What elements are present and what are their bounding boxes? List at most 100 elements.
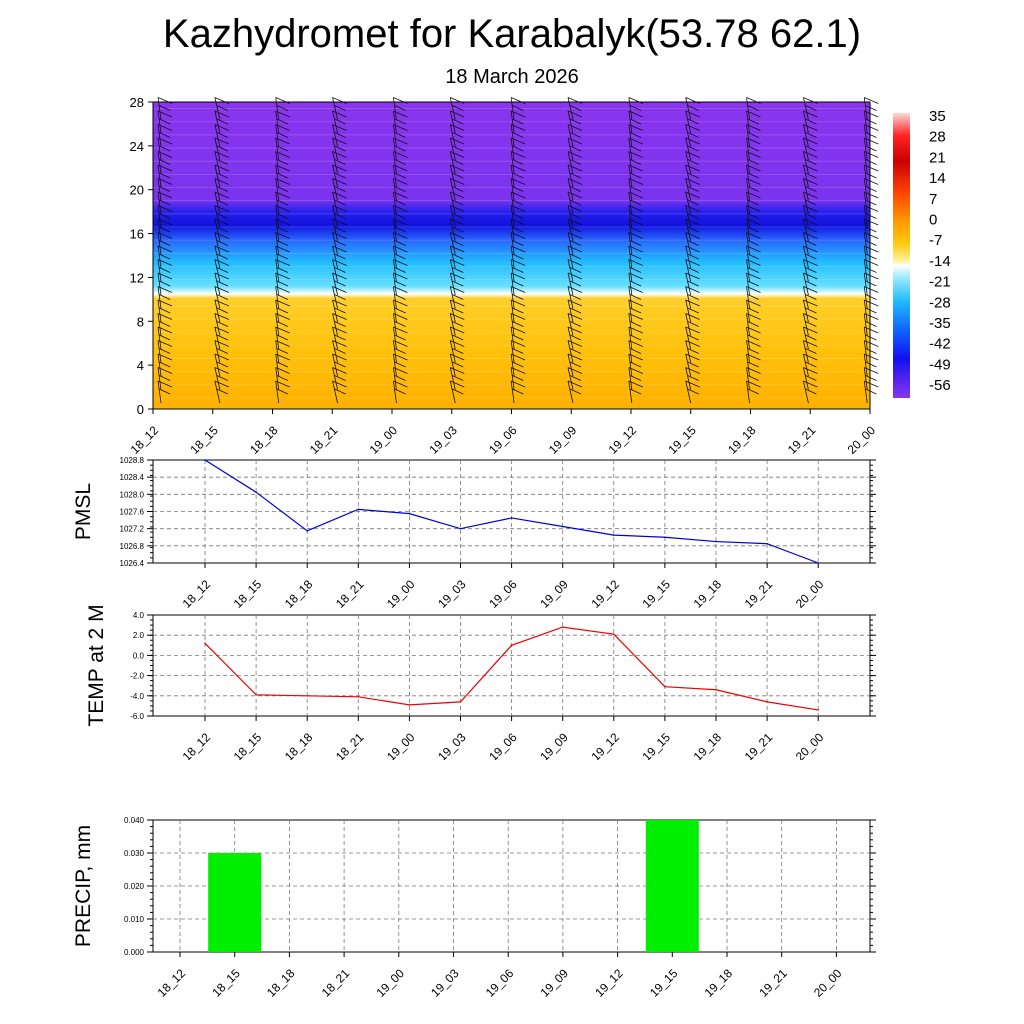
data-point — [715, 540, 717, 543]
wind-barb — [628, 178, 633, 201]
wind-barb — [803, 191, 809, 215]
wind-barb-flag — [394, 321, 406, 327]
wind-barb-flag — [805, 307, 817, 314]
wind-barb — [628, 191, 633, 215]
wind-barb — [567, 367, 574, 390]
wind-barb — [157, 110, 162, 134]
wind-barb — [510, 272, 515, 296]
wind-barb — [449, 137, 456, 161]
wind-barb — [746, 313, 750, 336]
x-tick-label: 19_03 — [428, 966, 462, 1000]
wind-barb-flag — [332, 272, 347, 280]
wind-barb-flag — [805, 348, 817, 354]
wind-barb-flag — [567, 178, 583, 185]
wind-barb-flag — [747, 294, 759, 300]
wind-barb-flag — [159, 105, 171, 111]
wind-barb-flag — [747, 132, 759, 138]
wind-barb-flag — [805, 159, 817, 165]
wind-barb — [449, 178, 456, 201]
wind-barb-flag — [394, 226, 406, 233]
wind-barb-flag — [216, 280, 229, 287]
wind-barb-flag — [803, 299, 818, 307]
wind-barb-flag — [628, 97, 643, 104]
wind-barb — [685, 191, 692, 215]
wind-barb-flag — [865, 253, 877, 260]
wind-barb-flag — [334, 321, 346, 327]
wind-barb — [393, 137, 397, 161]
wind-barb-flag — [569, 186, 582, 192]
y-tick-label: 4.0 — [133, 611, 145, 620]
wind-barb-flag — [803, 97, 818, 104]
wind-barb-flag — [216, 334, 229, 341]
wind-barb-flag — [214, 326, 230, 334]
wind-barb-flag — [687, 334, 699, 341]
wind-barb — [863, 286, 868, 309]
wind-barb-flag — [394, 186, 406, 192]
wind-barb — [157, 124, 162, 147]
wind-barb-flag — [332, 259, 347, 266]
wind-barb — [393, 110, 397, 134]
wind-barb — [449, 286, 456, 309]
wind-barb-flag — [629, 361, 642, 368]
wind-barb-flag — [214, 164, 230, 172]
y-tick-label: 1027.6 — [120, 508, 145, 517]
wind-barb — [628, 340, 633, 363]
wind-barb-flag — [332, 191, 347, 199]
wind-barb-flag — [450, 286, 465, 293]
wind-barb — [214, 97, 221, 120]
wind-barb-flag — [450, 110, 465, 118]
wind-barb — [393, 380, 397, 404]
wind-barb-flag — [569, 294, 582, 300]
wind-barb — [275, 245, 280, 269]
wind-barb-flag — [159, 321, 171, 327]
wind-barb-flag — [803, 380, 818, 388]
wind-barb — [863, 326, 868, 350]
wind-barb-flag — [685, 124, 700, 131]
wind-barb-flag — [569, 159, 582, 165]
wind-barb — [214, 299, 221, 323]
wind-barb-flag — [685, 340, 700, 347]
wind-barb-flag — [805, 375, 817, 381]
wind-barb-flag — [803, 178, 818, 185]
wind-barb-flag — [629, 334, 642, 341]
wind-barb-flag — [685, 110, 700, 118]
wind-barb — [628, 272, 633, 296]
wind-barb-flag — [332, 151, 347, 158]
wind-barb — [393, 178, 397, 201]
wind-barb-flag — [214, 124, 230, 131]
wind-barb — [567, 110, 574, 134]
wind-barb-flag — [452, 267, 464, 273]
colorbar-label: -28 — [929, 294, 951, 311]
wind-barb-flag — [512, 226, 524, 233]
colorbar-label: -21 — [929, 274, 951, 291]
wind-barb-flag — [569, 145, 582, 152]
wind-barb — [157, 232, 162, 255]
y-tick-label: 24 — [130, 139, 144, 154]
wind-barb-flag — [747, 145, 759, 152]
wind-barb-flag — [747, 253, 759, 260]
wind-barb-flag — [687, 307, 699, 314]
wind-barb — [685, 340, 692, 363]
wind-barb — [628, 124, 633, 147]
wind-barb-flag — [216, 294, 229, 300]
wind-barb-flag — [567, 367, 583, 374]
data-point — [715, 688, 717, 691]
wind-barb-flag — [334, 199, 346, 206]
wind-barb-flag — [276, 172, 289, 179]
wind-barb-flag — [803, 340, 818, 347]
wind-barb-flag — [334, 240, 346, 246]
wind-barb — [332, 272, 338, 296]
wind-barb-flag — [567, 191, 583, 199]
wind-barb — [803, 286, 809, 309]
wind-barb — [449, 245, 456, 269]
wind-barb-flag — [805, 294, 817, 300]
data-point — [204, 642, 206, 645]
wind-barb — [863, 205, 868, 228]
wind-barb-flag — [747, 267, 759, 273]
wind-barb-flag — [687, 294, 699, 300]
x-tick-label: 19_18 — [702, 966, 736, 1000]
wind-barb — [332, 326, 338, 350]
wind-barb-flag — [569, 388, 582, 395]
wind-barb — [157, 313, 162, 336]
